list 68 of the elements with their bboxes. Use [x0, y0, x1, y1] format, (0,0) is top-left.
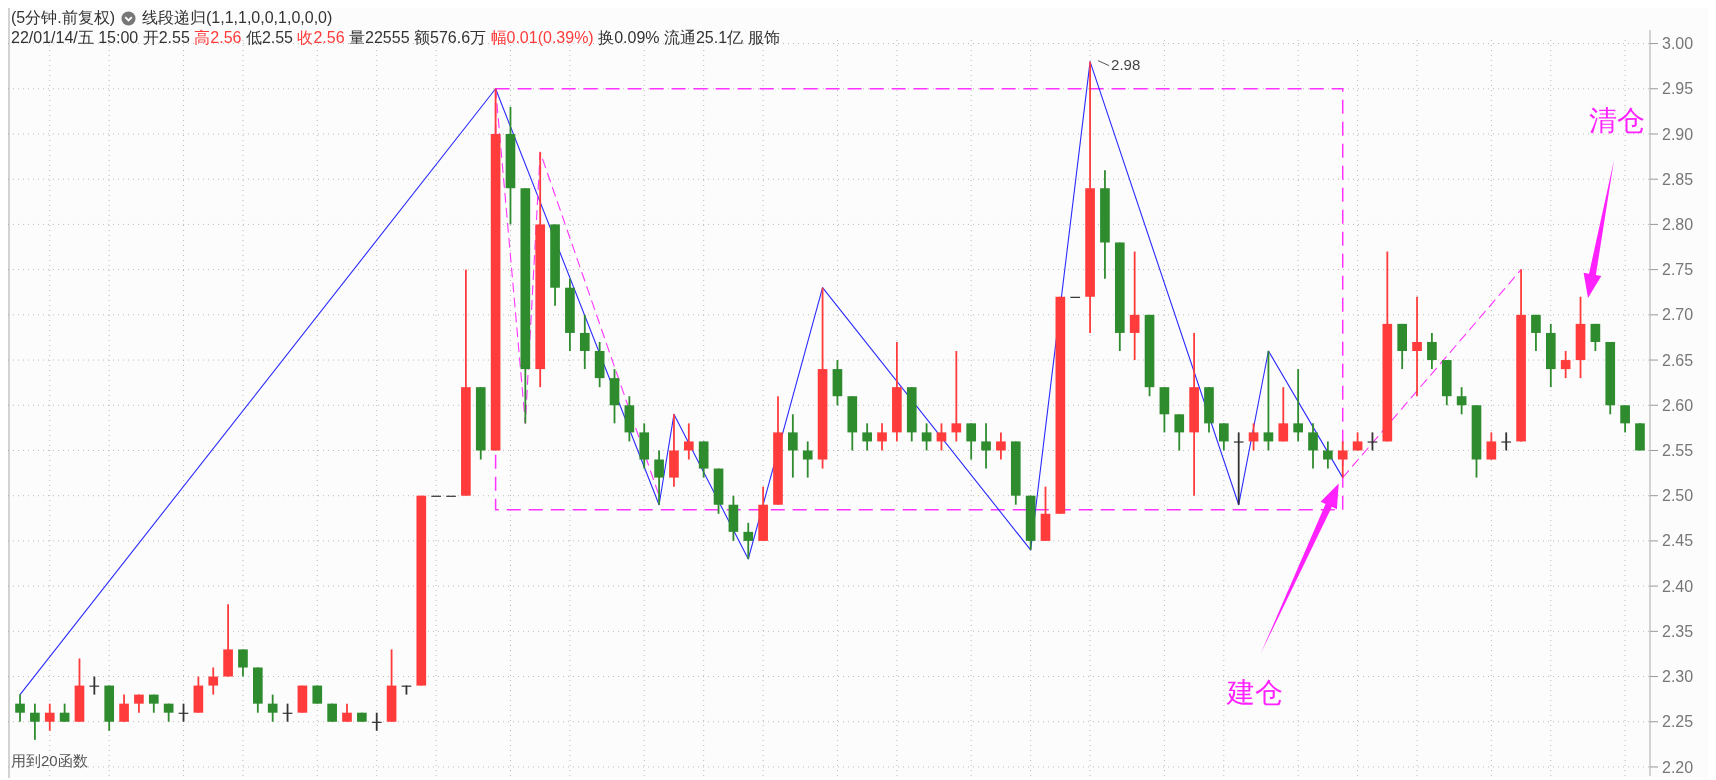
candlestick [802, 440, 813, 479]
candlestick [208, 666, 219, 696]
chart-title: (5分钟.前复权) [11, 8, 115, 28]
candlestick [267, 693, 278, 723]
annotation: 清仓 [1589, 105, 1645, 136]
candlestick [1233, 431, 1244, 506]
candlestick [1219, 422, 1229, 452]
y-tick-label: 2.80 [1662, 216, 1694, 234]
y-tick-label: 2.75 [1662, 261, 1694, 279]
annotation: 建仓 [1225, 676, 1283, 708]
y-tick-label: 2.85 [1662, 170, 1694, 188]
candlestick [1560, 350, 1571, 380]
candlestick [951, 350, 962, 443]
candlestick [1129, 250, 1140, 361]
y-tick-label: 2.95 [1662, 80, 1694, 98]
candlestick [342, 702, 352, 723]
candlestick [1456, 386, 1467, 416]
candlestick [862, 422, 872, 452]
candlestick [936, 422, 947, 452]
candlestick [1263, 350, 1274, 452]
candlestick [1308, 422, 1318, 470]
candlestick [30, 702, 40, 741]
candlestick [1367, 431, 1378, 452]
candlestick [15, 693, 25, 723]
text: 线段递归(1,1,1,0,0,1,0,0,0) [142, 8, 333, 28]
candlestick [1501, 431, 1512, 452]
candlestick [1486, 431, 1497, 461]
candlestick [654, 449, 664, 506]
candlestick [683, 422, 694, 461]
annotation: 2.98 [1111, 55, 1141, 73]
candlestick [59, 702, 70, 723]
candlestick [1323, 440, 1333, 470]
candlestick [1337, 440, 1348, 479]
y-tick-label: 2.20 [1662, 758, 1694, 776]
candlestick [1174, 413, 1185, 452]
y-tick-label: 2.35 [1662, 622, 1694, 640]
candlestick [1590, 322, 1601, 352]
candlestick [1620, 404, 1630, 434]
candlestick [1531, 313, 1541, 352]
candlestick [743, 521, 754, 560]
y-tick-label: 2.70 [1662, 306, 1694, 324]
y-tick-label: 2.90 [1662, 125, 1694, 143]
candlestick [1427, 332, 1437, 370]
y-tick-label: 2.60 [1662, 396, 1694, 414]
candlestick [1248, 422, 1259, 452]
y-tick-label: 2.40 [1662, 577, 1694, 595]
candlestick [1278, 386, 1289, 443]
y-tick-label: 2.55 [1662, 442, 1694, 460]
text: 22/01/14/五 15:00 开2.55 高2.56 低2.55 收2.56 量22555 额576.6万 幅0.01(0.39%) 换0.09% 流通25.1亿 服饰 [11, 29, 780, 46]
candlestick [877, 422, 887, 452]
y-tick-label: 2.45 [1662, 532, 1694, 550]
candlestick [238, 648, 248, 678]
candlestick [996, 431, 1006, 461]
y-tick-label: 2.25 [1662, 713, 1694, 731]
candlestick [788, 413, 798, 479]
candlestick [1412, 295, 1422, 398]
candlestick [579, 313, 590, 370]
candlestick [921, 422, 932, 452]
candlestick [119, 693, 129, 723]
candlestick [1293, 368, 1303, 443]
candlestick [981, 422, 991, 470]
candlestick [966, 422, 977, 461]
y-tick-label: 3.00 [1662, 35, 1694, 53]
y-tick-label: 2.30 [1662, 668, 1694, 686]
y-tick-label: 2.65 [1662, 351, 1694, 369]
candlestick [44, 702, 55, 732]
y-tick-label: 2.50 [1662, 487, 1694, 505]
annotation: 用到20函数 [11, 752, 88, 769]
